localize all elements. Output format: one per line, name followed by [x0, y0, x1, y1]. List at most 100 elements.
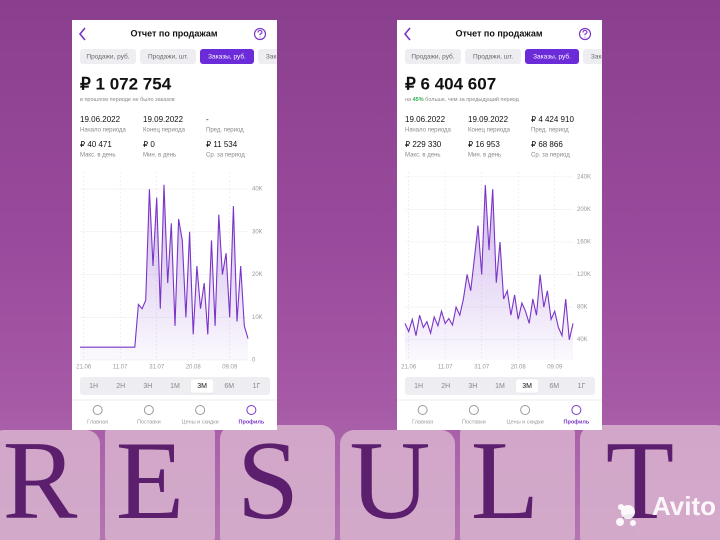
stat-label: Пред. период — [531, 128, 569, 134]
nav-label[interactable]: Поставки — [137, 419, 161, 425]
stat-value: ₽ 4 424 910 — [531, 115, 574, 124]
nav-label[interactable]: Цены и скидки — [182, 419, 219, 425]
nav-label[interactable]: Главная — [87, 419, 108, 425]
x-tick-label: 09.09 — [222, 365, 238, 371]
range-label[interactable]: 2Н — [441, 383, 450, 390]
range-active[interactable] — [515, 378, 539, 394]
nav-label[interactable]: Профиль — [239, 418, 265, 425]
stat-value: ₽ 0 — [143, 140, 155, 149]
letter: L — [471, 419, 539, 540]
nav-icon[interactable] — [195, 405, 206, 415]
stat-label: Начало периода — [405, 128, 452, 134]
help-icon — [257, 29, 263, 38]
nav-label[interactable]: Профиль — [564, 418, 590, 425]
area — [405, 185, 573, 360]
nav-icon[interactable] — [417, 405, 428, 415]
x-tick-label: 31.07 — [474, 365, 490, 371]
range-label[interactable]: 6М — [549, 383, 559, 390]
range-label[interactable]: 3Н — [468, 383, 477, 390]
y-tick-label: 0 — [252, 358, 256, 364]
line — [404, 184, 574, 340]
x-tick-label: 11.07 — [438, 365, 453, 371]
tab-label: Зака — [266, 54, 277, 61]
nav-label[interactable]: Цены и скидки — [507, 419, 544, 425]
range-label[interactable]: 1Н — [89, 383, 98, 390]
tab[interactable] — [200, 49, 254, 64]
total: ₽ 6 404 607 — [405, 74, 496, 93]
y-tick-label: 10K — [252, 315, 263, 321]
back-button[interactable] — [403, 27, 411, 41]
watermark-dot — [621, 505, 635, 519]
tab[interactable] — [525, 49, 579, 64]
range-label[interactable]: 2Н — [116, 383, 125, 390]
x-tick-label: 31.07 — [149, 365, 165, 371]
x-tick-label: 09.09 — [547, 365, 563, 371]
range-label[interactable]: 3Н — [143, 383, 152, 390]
range-label[interactable]: 1М — [495, 383, 505, 390]
phone-screen: Отчет по продажам Продажи, руб. Продажи, ш… — [397, 20, 613, 430]
total: ₽ 1 072 754 — [80, 74, 172, 93]
y-tick-label: 20K — [252, 272, 263, 278]
note-part: на — [405, 97, 413, 103]
y-tick-label: 200K — [577, 207, 591, 213]
stat-value: ₽ 68 866 — [531, 140, 563, 149]
range-label[interactable]: 3М — [522, 383, 532, 390]
stat-label: Макс. в день — [405, 153, 441, 159]
stat-value: 19.09.2022 — [468, 115, 509, 124]
note: в прошлом периоде не было заказов — [80, 97, 175, 103]
tab[interactable] — [405, 49, 461, 64]
range-active[interactable] — [190, 378, 214, 394]
tab[interactable] — [140, 49, 196, 64]
note: на 45% больше, чем за предыдущий период — [405, 96, 520, 103]
range-label[interactable]: 1М — [170, 383, 180, 390]
stat-label: Конец периода — [143, 128, 186, 134]
y-tick-label: 40K — [252, 187, 263, 193]
x-tick-label: 21.06 — [76, 365, 92, 371]
x-tick-label: 20.08 — [186, 365, 202, 371]
help-button[interactable] — [578, 27, 592, 41]
y-tick-label: 240K — [577, 174, 591, 180]
nav-label[interactable]: Поставки — [462, 419, 486, 425]
help-button[interactable] — [253, 27, 267, 41]
range-label[interactable]: 1Г — [578, 383, 586, 390]
stat-value: 19.09.2022 — [143, 115, 184, 124]
stat-label: Ср. за период — [206, 153, 245, 159]
screen-canvas: Отчет по продажам Продажи, руб. Продажи, ш… — [72, 27, 288, 425]
y-tick-label: 160K — [577, 240, 591, 246]
watermark-dot — [618, 504, 624, 510]
nav-icon[interactable] — [571, 405, 582, 415]
stat-label: Ср. за период — [531, 153, 570, 159]
screen-canvas: Отчет по продажам Продажи, руб. Продажи, ш… — [397, 27, 613, 425]
tab[interactable] — [465, 49, 521, 64]
letter: S — [237, 419, 299, 540]
range-label[interactable]: 3М — [197, 383, 207, 390]
stat-value: 19.06.2022 — [405, 115, 446, 124]
back-button[interactable] — [78, 27, 86, 41]
line — [80, 184, 249, 348]
tab[interactable] — [80, 49, 136, 64]
phone-screen: Отчет по продажам Продажи, руб. Продажи, ш… — [72, 20, 288, 430]
range-label[interactable]: 6М — [224, 383, 234, 390]
range-bar — [80, 377, 270, 395]
tab-label: Продажи, руб. — [411, 53, 454, 61]
tab-label: Продажи, руб. — [86, 53, 129, 61]
nav-icon[interactable] — [143, 405, 154, 415]
screen-title: Отчет по продажам — [455, 28, 542, 38]
watermark: Avito — [652, 491, 716, 521]
nav-icon[interactable] — [92, 405, 103, 415]
tab-label: Продажи, шт. — [148, 54, 188, 61]
tab-label: Продажи, шт. — [473, 54, 513, 61]
y-tick-label: 80K — [577, 305, 588, 311]
letter: E — [116, 419, 184, 540]
nav-icon[interactable] — [246, 405, 257, 415]
nav-label[interactable]: Главная — [412, 419, 433, 425]
tab-label: Заказы, руб. — [208, 53, 246, 61]
y-tick-label: 40K — [577, 337, 588, 343]
range-label[interactable]: 1Г — [253, 383, 261, 390]
nav-icon[interactable] — [520, 405, 531, 415]
range-label[interactable]: 1Н — [414, 383, 423, 390]
y-tick-label: 120K — [577, 272, 591, 278]
nav-icon[interactable] — [468, 405, 479, 415]
